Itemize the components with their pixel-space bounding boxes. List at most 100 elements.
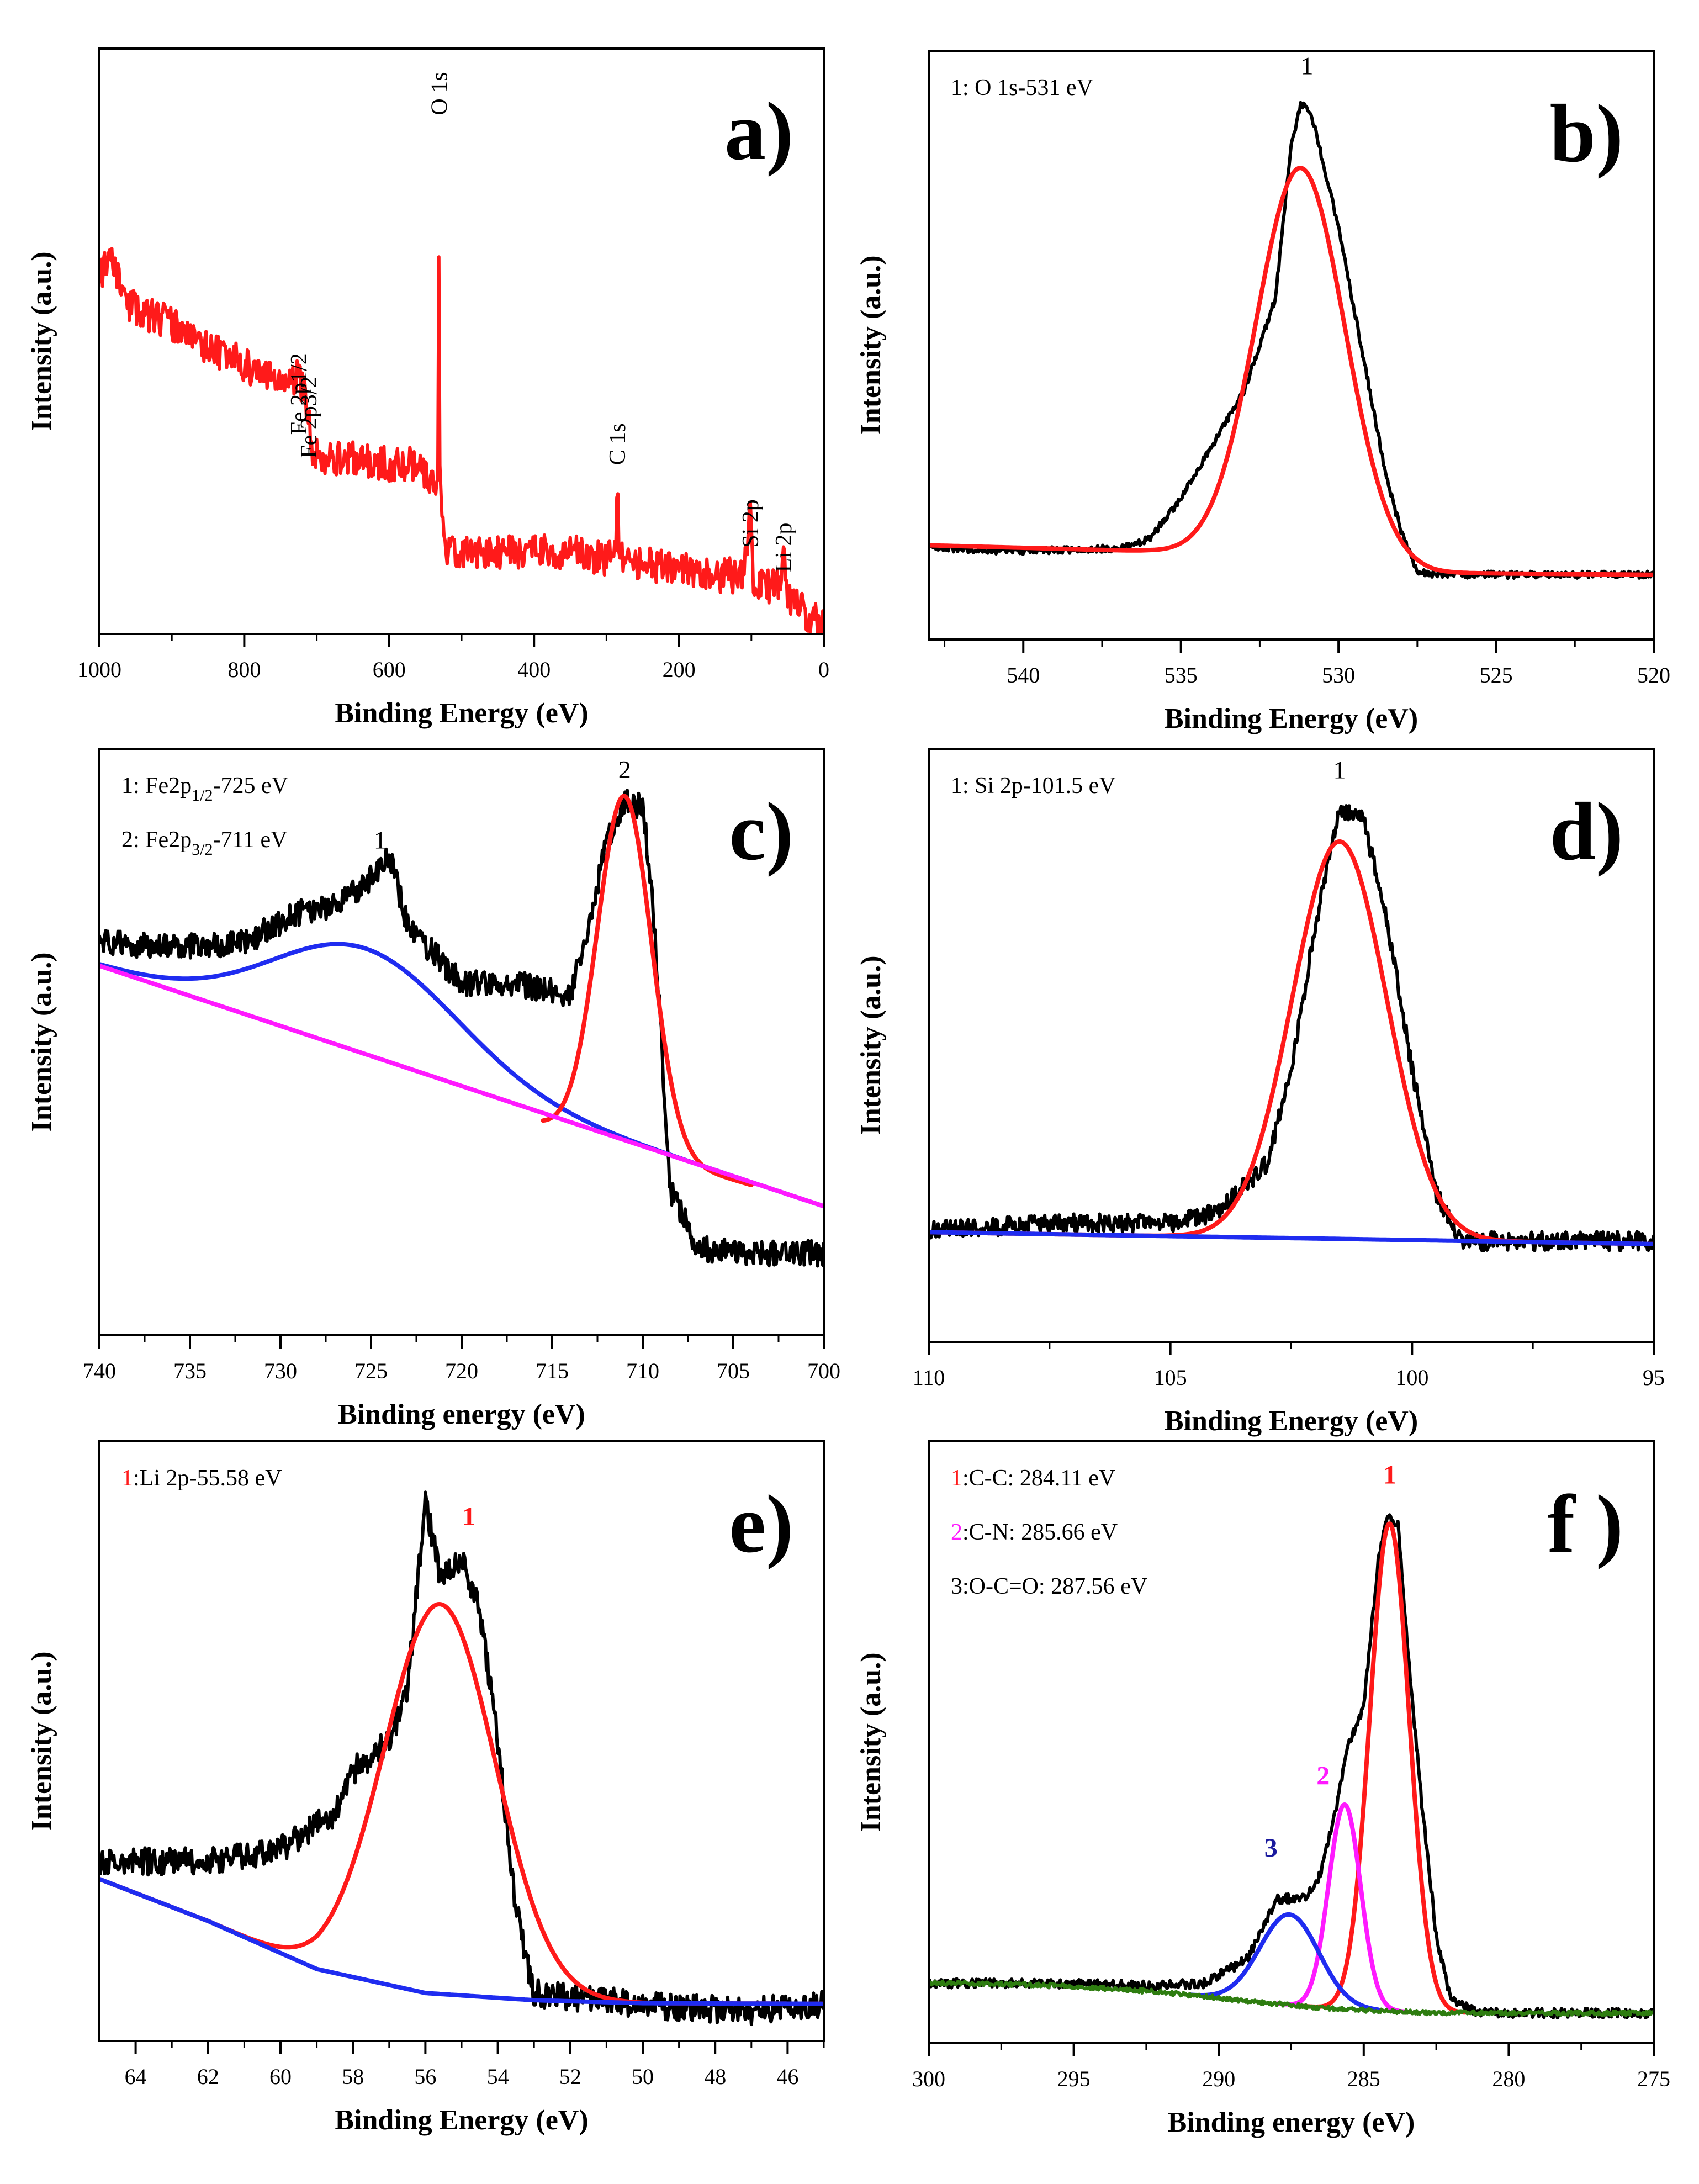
legend-text-main: 1: Fe2p <box>121 773 192 798</box>
y-axis-title: Intensity (a.u.) <box>26 1651 57 1831</box>
panel-label: c) <box>729 786 793 877</box>
panel-label: f ) <box>1548 1478 1623 1570</box>
x-tick-label: 52 <box>559 2064 581 2089</box>
plot-area-f <box>929 1513 1654 2020</box>
legend-text: 2: Fe2p3/2-711 eV <box>121 827 287 859</box>
peak-label: Li 2p <box>771 523 797 573</box>
peak-label: Fe 2p1/2 <box>287 353 312 435</box>
x-tick-label: 735 <box>173 1358 207 1383</box>
x-tick-label: 740 <box>83 1358 116 1383</box>
x-tick-label: 56 <box>414 2064 436 2089</box>
x-tick-label: 280 <box>1492 2066 1525 2091</box>
peak-label: 1 <box>374 826 387 854</box>
peak-label: Si 2p <box>738 499 764 548</box>
x-tick-label: 58 <box>342 2064 364 2089</box>
panel-b: 540 535 530 525 520 Binding Energy (eV) Intens… <box>855 50 1670 734</box>
x-axis-title: Binding Energy (eV) <box>1165 1405 1418 1437</box>
x-tick-label: 295 <box>1057 2066 1091 2091</box>
legend-text-main: 1: O 1s-531 eV <box>951 75 1093 101</box>
series-o-1s-fit <box>929 166 1654 577</box>
x-tick-label: 1000 <box>77 657 121 682</box>
legend-text-main: :C-N: 285.66 eV <box>962 1520 1118 1545</box>
series-measured <box>99 789 824 1268</box>
x-tick-label: 520 <box>1637 663 1670 688</box>
x-tick-label: 95 <box>1643 1365 1665 1390</box>
x-tick-label: 60 <box>269 2064 292 2089</box>
plot-frame <box>928 50 1655 641</box>
x-tick-label: 400 <box>517 657 551 682</box>
plot-area-b <box>929 101 1654 580</box>
x-tick-label: 62 <box>197 2064 219 2089</box>
legend-text: 1: O 1s-531 eV <box>951 75 1093 101</box>
x-tick-label: 48 <box>704 2064 726 2089</box>
x-tick-label: 710 <box>626 1358 659 1383</box>
legend-text: 1:C-C: 284.11 eV <box>951 1466 1115 1491</box>
legend-text: 3:O-C=O: 287.56 eV <box>951 1574 1147 1599</box>
legend-prefix: 1 <box>121 1466 133 1491</box>
x-axis-title: Binding Energy (eV) <box>335 2104 588 2136</box>
x-tick-label: 700 <box>807 1358 840 1383</box>
panel-e: 64 62 60 58 56 54 52 50 48 46 Binding Energy (eV) I… <box>26 1440 825 2136</box>
legend-text: 1:Li 2p-55.58 eV <box>121 1466 282 1491</box>
x-tick-label: 290 <box>1202 2066 1235 2091</box>
x-tick-label: 285 <box>1347 2066 1380 2091</box>
y-axis-title: Intensity (a.u.) <box>855 255 887 435</box>
x-tick-label: 730 <box>264 1358 297 1383</box>
series-background <box>929 1230 1654 1246</box>
y-axis-title: Intensity (a.u.) <box>855 955 887 1135</box>
peak-label: 2 <box>618 755 631 784</box>
y-axis-title: Intensity (a.u.) <box>26 952 57 1131</box>
legend-text: 1: Fe2p1/2-725 eV <box>121 773 288 805</box>
legend-text-main: 2: Fe2p <box>121 827 192 853</box>
legend-subscript: 1/2 <box>192 786 213 805</box>
x-tick-label: 0 <box>818 657 829 682</box>
panel-d: 110 105 100 95 Binding Energy (eV) Intensity … <box>855 748 1665 1437</box>
plot-area-e <box>99 1490 824 2027</box>
panel-a: 1000 800 600 400 200 0 Binding Energy (eV) Inte… <box>26 47 829 729</box>
peak-label: C 1s <box>605 423 631 465</box>
series-background <box>929 1979 1654 2017</box>
legend-text-main: :C-C: 284.11 eV <box>962 1466 1115 1491</box>
x-tick-label: 275 <box>1637 2066 1670 2091</box>
x-tick-label: 46 <box>776 2064 798 2089</box>
x-axis-title: Binding energy (eV) <box>338 1399 585 1430</box>
plot-area-c <box>99 789 824 1268</box>
x-tick-label: 64 <box>125 2064 147 2089</box>
panel-c: 740 735 730 725 720 715 710 705 700 Binding energ… <box>26 748 840 1430</box>
legend-subscript: 3/2 <box>192 840 213 859</box>
x-tick-label: 715 <box>536 1358 569 1383</box>
legend-prefix: 1 <box>951 1466 962 1491</box>
panel-f: 300 295 290 285 280 275 Binding energy (eV) Int… <box>855 1440 1670 2138</box>
peak-label: 1 <box>1301 52 1314 80</box>
peak-label: 2 <box>1316 1761 1330 1790</box>
x-tick-label: 725 <box>354 1358 388 1383</box>
series-measured <box>99 1490 824 2027</box>
panel-label: a) <box>724 86 793 177</box>
x-tick-label: 530 <box>1322 663 1355 688</box>
x-tick-label: 720 <box>445 1358 478 1383</box>
x-tick-label: 54 <box>487 2064 509 2089</box>
x-axis-title: Binding Energy (eV) <box>1165 703 1418 734</box>
x-axis-title: Binding Energy (eV) <box>335 697 588 729</box>
panel-label: b) <box>1550 88 1623 179</box>
x-tick-label: 540 <box>1007 663 1040 688</box>
x-tick-label: 600 <box>373 657 406 682</box>
x-tick-label: 100 <box>1395 1365 1428 1390</box>
legend-text-rest: -711 eV <box>213 827 288 853</box>
series-survey <box>99 247 824 634</box>
peak-label: 1 <box>462 1502 475 1531</box>
x-tick-label: 50 <box>632 2064 654 2089</box>
peak-label: O 1s <box>427 72 452 115</box>
series-background <box>99 963 824 1209</box>
y-axis-title: Intensity (a.u.) <box>26 251 57 431</box>
plot-area-a <box>99 247 824 634</box>
legend-text: 1: Si 2p-101.5 eV <box>951 773 1116 798</box>
x-tick-label: 200 <box>663 657 696 682</box>
series-fe-2p3-2-fit <box>541 794 754 1187</box>
x-tick-label: 105 <box>1154 1365 1187 1390</box>
peak-label: 1 <box>1383 1460 1396 1489</box>
x-tick-label: 535 <box>1165 663 1198 688</box>
x-tick-label: 705 <box>717 1358 750 1383</box>
x-tick-label: 110 <box>913 1365 945 1390</box>
